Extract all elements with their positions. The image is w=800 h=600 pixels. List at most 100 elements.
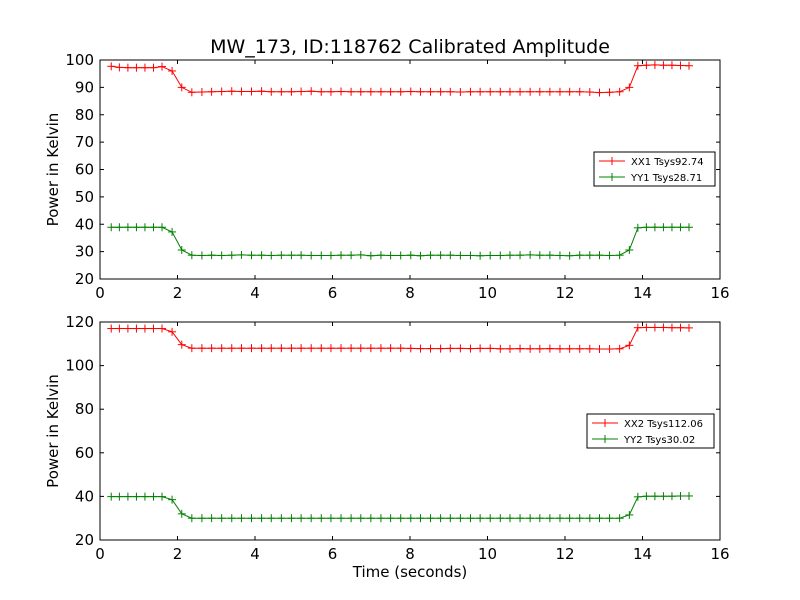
series-point [505,514,514,523]
series-point [436,251,445,260]
series-point [376,344,385,353]
series-point [555,344,564,353]
series-point [565,87,574,96]
series-point [416,87,425,96]
series-point [140,223,149,232]
series-point [158,223,166,232]
series-point [642,61,651,70]
series-point [257,344,266,353]
series-point [347,87,356,96]
series-point [496,514,505,523]
series-point [667,323,676,332]
series-point [456,251,465,260]
legend-entry: YY1 Tsys28.71 [630,173,702,184]
legend-box [593,151,716,187]
series-point [187,88,196,97]
series-point [555,514,564,523]
series-point [496,344,505,353]
series-point [115,324,124,333]
series-point [615,87,624,96]
series-point [466,344,475,353]
series-point [376,514,385,523]
series-point [326,514,335,523]
series-point [496,87,505,96]
x-tick-label: 14 [633,545,652,563]
series-point [227,344,236,353]
x-tick-label: 12 [555,284,574,302]
series-point [625,341,634,350]
series-point [446,87,455,96]
series-point [486,514,495,523]
series-point [396,344,405,353]
series-point [545,87,554,96]
series-point [575,87,584,96]
series-point [436,87,445,96]
series-point [287,251,296,260]
x-tick-label: 14 [633,284,652,302]
legend-entry: XX2 Tsys112.06 [624,419,703,430]
series-point [633,492,642,501]
series-point [337,87,346,96]
series-point [132,63,141,72]
series-point [642,323,651,332]
series-point [376,87,385,96]
series-point [237,87,246,96]
series-point [366,251,375,260]
series-point [277,87,286,96]
series-point [317,251,326,260]
series-point [177,245,186,254]
series-point [416,251,425,260]
series-point [326,251,335,260]
series-point [676,61,685,70]
x-tick-label: 10 [478,284,497,302]
series-point [486,344,495,353]
x-tick-label: 8 [405,284,415,302]
series-point [396,87,405,96]
x-tick-label: 4 [250,284,260,302]
series-point [685,491,693,500]
legend-entry: XX1 Tsys92.74 [631,157,704,168]
series-point [267,514,276,523]
series-point [535,344,544,353]
series-point [585,88,594,97]
series-point [187,251,196,260]
series-point [115,223,124,232]
series-point [386,344,395,353]
series-point [247,251,256,260]
series-point [615,344,624,353]
series-point [307,87,316,96]
series-point [197,514,206,523]
series-point [535,87,544,96]
series-point [545,344,554,353]
series-point [545,514,554,523]
series-point [659,223,668,232]
series-point [366,87,375,96]
series-point [217,514,226,523]
series-point [496,251,505,260]
series-point [667,492,676,501]
series-point [426,344,435,353]
series-point [436,344,445,353]
series-point [217,87,226,96]
y-tick-label: 60 [75,161,94,179]
series-point [516,87,525,96]
figure-title: MW_173, ID:118762 Calibrated Amplitude [210,36,610,58]
series-point [366,344,375,353]
series-point [107,223,116,232]
x-tick-label: 16 [710,284,729,302]
series-point [526,87,535,96]
series-point [123,63,132,72]
series-point [615,251,624,260]
series-point [267,251,276,260]
series-point [177,83,186,92]
series-point [227,251,236,260]
series-point [158,492,166,501]
series-point [247,514,256,523]
series-point [317,87,326,96]
series-point [257,514,266,523]
series-point [287,514,296,523]
series-point [386,514,395,523]
series-point [456,88,465,97]
series-point [287,87,296,96]
